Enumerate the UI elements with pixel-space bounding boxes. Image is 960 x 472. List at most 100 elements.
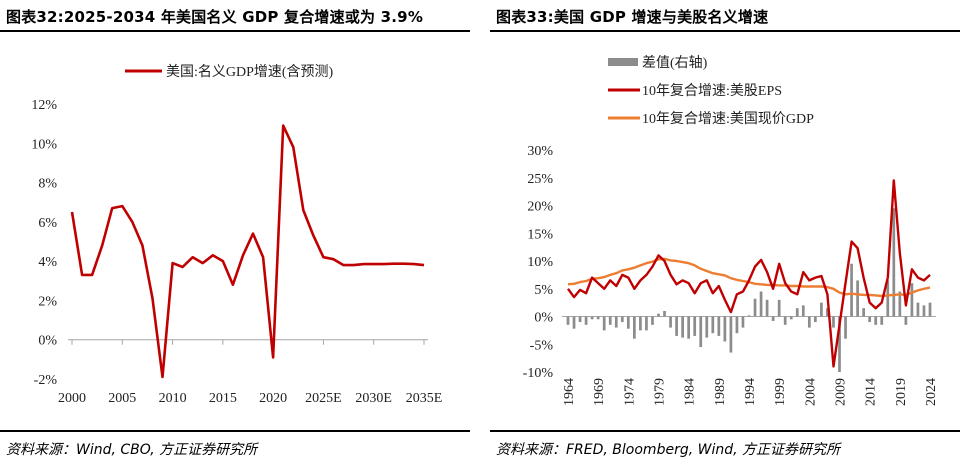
left-y-tick-label: 0%	[38, 334, 57, 349]
right-bar-diff	[735, 316, 739, 334]
left-panel: 图表32:2025-2034 年美国名义 GDP 复合增速或为 3.9% 12%…	[0, 0, 470, 472]
right-source-note: 资料来源：FRED, Bloomberg, Wind, 方正证券研究所	[496, 442, 841, 458]
right-x-tick-label: 1979	[653, 378, 668, 406]
left-y-tick-label: 4%	[38, 255, 57, 270]
right-bar-diff	[777, 299, 781, 317]
right-bar-diff	[904, 316, 908, 325]
right-bar-diff	[868, 316, 872, 323]
right-bar-diff	[892, 208, 896, 317]
right-bar-diff	[633, 316, 636, 339]
right-bar-diff	[807, 316, 811, 328]
right-bar-diff	[608, 316, 612, 325]
left-x-tick-label: 2020	[259, 391, 287, 406]
right-bar-diff	[928, 302, 932, 317]
right-bar-diff	[578, 316, 582, 323]
right-legend-label-bar: 差值(右轴)	[642, 55, 708, 71]
right-panel: 图表33:美国 GDP 增速与美股名义增速 30% 25% 20% 15% 10% 5% 0…	[490, 0, 960, 472]
left-bottom-rule	[0, 430, 470, 432]
right-top-rule	[490, 30, 960, 32]
left-top-rule	[0, 30, 470, 32]
left-source-note: 资料来源：Wind, CBO, 方正证券研究所	[6, 442, 258, 458]
right-bar-diff	[759, 291, 763, 317]
right-bar-diff	[729, 316, 733, 353]
right-x-tick-label: 2009	[834, 378, 849, 406]
right-y-tick-label: 15%	[527, 227, 553, 242]
right-bar-diff	[651, 316, 654, 325]
right-x-tick-label: 1994	[743, 378, 758, 406]
right-bar-diff	[566, 316, 570, 325]
right-x-tick-label: 2024	[924, 378, 939, 406]
left-y-tick-label: 12%	[31, 98, 57, 113]
right-bar-diff	[910, 283, 914, 317]
left-y-tick-label: 8%	[38, 177, 57, 192]
right-bar-diff	[596, 316, 600, 320]
right-bar-diff	[699, 316, 703, 348]
left-x-tick-label: 2025E	[305, 391, 342, 406]
left-x-tick-label: 2000	[58, 391, 86, 406]
right-x-tick-label: 2019	[894, 378, 909, 406]
left-chart: 12% 10% 8% 6% 4% 2% 0% -2%2000 2005 2010 2015 2020 2…	[31, 64, 442, 406]
right-bar-diff	[789, 316, 793, 320]
right-series-eps-line	[567, 179, 931, 368]
right-plot-area: 30% 25% 20% 15% 10% 5% 0% -5% -10% 1964 1969 1974 19…	[523, 55, 939, 406]
left-x-tick-label: 2010	[159, 391, 187, 406]
right-bar-diff	[681, 316, 684, 338]
right-bar-diff	[614, 316, 618, 328]
right-bar-diff	[801, 305, 805, 317]
right-bar-diff	[711, 316, 715, 334]
right-bar-diff	[832, 316, 835, 328]
left-y-tick-label: 2%	[38, 294, 57, 309]
right-x-tick-label: 2014	[864, 378, 879, 406]
right-bar-diff	[844, 316, 847, 339]
right-y-tick-label: 5%	[534, 283, 553, 298]
right-bar-diff	[838, 316, 841, 372]
right-y-tick-label: 30%	[527, 144, 553, 159]
right-bar-diff	[663, 310, 666, 317]
right-y-tick-label: 25%	[527, 172, 553, 187]
right-chart-title: 图表33:美国 GDP 增速与美股名义增速	[496, 8, 769, 26]
right-y-tick-label: 10%	[527, 255, 553, 270]
left-y-tick-label: -2%	[34, 373, 58, 388]
right-bar-diff	[850, 263, 853, 317]
right-x-tick-label: 1999	[773, 378, 788, 406]
right-x-tick-label: 2004	[803, 378, 818, 406]
left-series-line	[70, 124, 425, 379]
right-bar-diff	[717, 316, 721, 336]
right-x-tick-label: 1964	[562, 378, 577, 406]
right-x-tick-label: 1984	[683, 378, 698, 406]
right-x-tick-label: 1989	[713, 378, 728, 406]
right-bar-diff	[880, 316, 884, 325]
right-y-tick-label: 20%	[527, 200, 553, 215]
right-bar-diff	[814, 316, 817, 323]
right-bar-diff	[602, 316, 606, 331]
right-legend-swatch-bar	[608, 58, 638, 66]
right-bar-diff	[874, 316, 878, 325]
right-bar-diff	[705, 316, 709, 338]
right-bar-diff	[590, 316, 594, 320]
right-bar-diff	[765, 299, 769, 317]
right-y-tick-label: -10%	[523, 366, 554, 381]
right-bar-diff	[693, 316, 697, 336]
right-bar-diff	[669, 316, 672, 328]
right-chart: 30% 25% 20% 15% 10% 5% 0% -5% -10% 1964 1969 1974 19…	[523, 55, 939, 406]
left-x-tick-label: 2030E	[355, 391, 392, 406]
right-bar-diff	[862, 308, 865, 317]
right-bar-diff	[584, 316, 588, 325]
right-bar-diff	[626, 316, 630, 329]
right-legend-label-gdp: 10年复合增速:美国现价GDP	[642, 110, 814, 127]
left-legend-label: 美国:名义GDP增速(含预测)	[166, 64, 334, 80]
left-y-tick-label: 6%	[38, 216, 57, 231]
right-bar-diff	[922, 305, 926, 317]
right-bar-diff	[898, 291, 902, 317]
right-bar-diff	[753, 298, 757, 317]
right-bar-diff	[820, 302, 823, 317]
left-plot-area: 12% 10% 8% 6% 4% 2% 0% -2%2000 2005 2010 2015 2020 2…	[31, 64, 442, 406]
left-x-tick-label: 2015	[209, 391, 237, 406]
right-y-tick-label: 0%	[534, 311, 553, 326]
right-bar-diff	[741, 316, 745, 328]
right-bar-diff	[645, 316, 648, 331]
right-legend-label-eps: 10年复合增速:美股EPS	[642, 82, 782, 99]
right-bar-diff	[687, 316, 691, 339]
right-x-tick-label: 1969	[592, 378, 607, 406]
right-bar-diff	[657, 313, 660, 317]
